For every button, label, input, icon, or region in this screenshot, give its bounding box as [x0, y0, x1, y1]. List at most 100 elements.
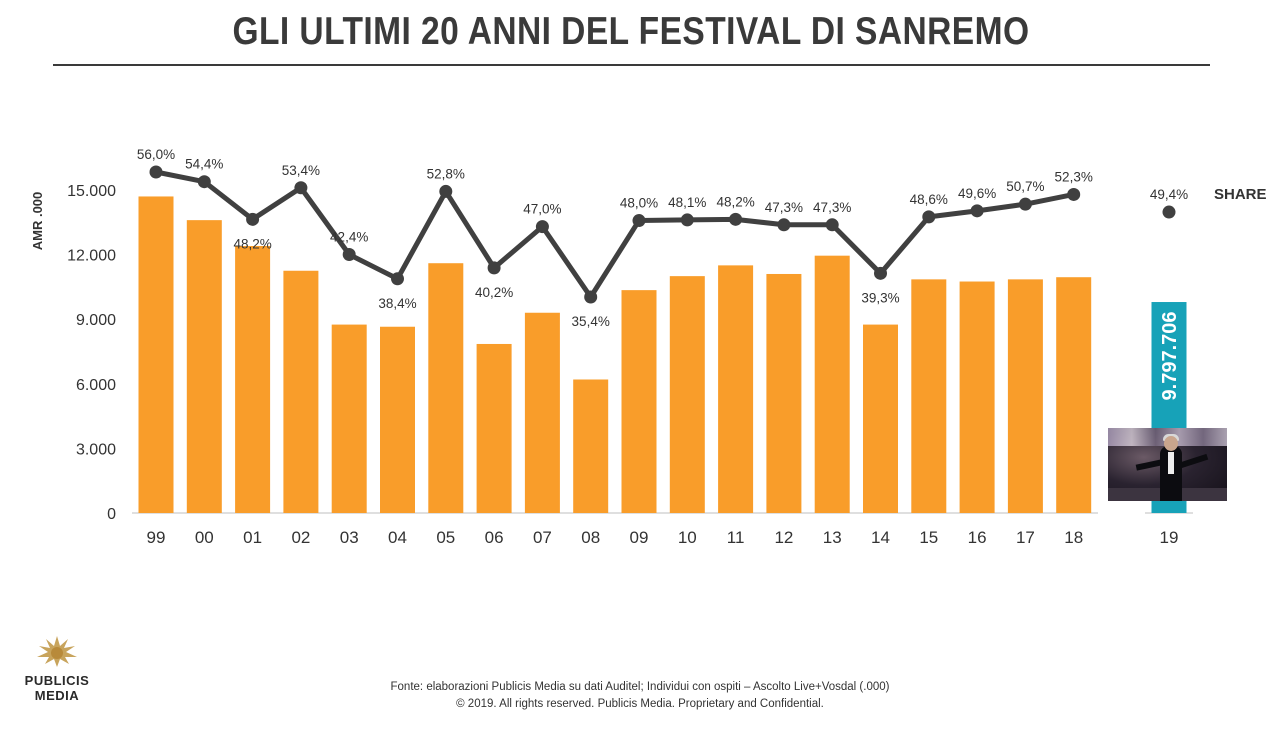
page-title: GLI ULTIMI 20 ANNI DEL FESTIVAL DI SANRE… [232, 10, 1030, 53]
share-label: 35,4% [572, 314, 610, 329]
bar-01 [235, 245, 271, 513]
share-label: 49,4% [1150, 187, 1188, 202]
bar-99 [138, 196, 174, 513]
share-point-11 [729, 212, 743, 226]
bar-11 [718, 265, 754, 513]
x-tick-label: 13 [823, 528, 842, 547]
bar-17 [1007, 279, 1043, 513]
share-point-03 [342, 248, 356, 262]
share-point-14 [874, 266, 887, 280]
bar-02 [283, 270, 319, 513]
source-note: Fonte: elaborazioni Publicis Media su da… [390, 681, 890, 693]
bar-16 [959, 281, 995, 513]
bar-2019-value-label: 9.797.706 [1159, 312, 1181, 401]
x-tick-label: 06 [485, 528, 504, 547]
share-label: 47,0% [523, 202, 561, 217]
share-point-16 [970, 204, 984, 218]
x-tick-label: 12 [774, 528, 793, 547]
bar-09 [621, 290, 657, 513]
bar-15 [911, 279, 947, 513]
x-tick-label: 09 [630, 528, 649, 547]
bar-18 [1056, 277, 1092, 513]
share-point-10 [680, 213, 694, 227]
bar-05 [428, 263, 464, 513]
share-point-19 [1162, 205, 1176, 219]
y-tick-label: 6.000 [76, 377, 116, 394]
share-label: 47,3% [813, 200, 851, 215]
share-point-12 [777, 218, 791, 232]
share-label: 38,4% [378, 296, 416, 311]
share-point-17 [1018, 197, 1032, 211]
title-divider [53, 64, 1210, 66]
share-label: 48,2% [233, 236, 271, 251]
x-tick-label: 07 [533, 528, 552, 547]
x-tick-label: 18 [1064, 528, 1083, 547]
y-tick-label: 3.000 [76, 441, 116, 458]
share-label: 52,8% [427, 166, 465, 181]
x-tick-label: 15 [919, 528, 938, 547]
share-point-02 [294, 181, 308, 195]
bar-14 [863, 324, 898, 513]
share-label: 53,4% [282, 163, 320, 178]
copyright-note: © 2019. All rights reserved. Publicis Me… [456, 698, 824, 710]
publicis-media-logo: PUBLICIS MEDIA [12, 630, 102, 703]
x-tick-label: 08 [581, 528, 600, 547]
share-point-05 [439, 184, 453, 198]
x-tick-label: 11 [727, 528, 745, 547]
share-point-99 [149, 165, 163, 179]
share-point-06 [487, 261, 501, 275]
bar-06 [476, 343, 512, 513]
share-point-08 [584, 290, 598, 304]
bar-03 [331, 324, 367, 513]
x-tick-label: 02 [291, 528, 310, 547]
bar-13 [814, 255, 850, 513]
share-label: 39,3% [861, 290, 899, 305]
share-point-04 [391, 272, 404, 286]
bar-00 [186, 220, 222, 513]
x-tick-label: 01 [243, 528, 262, 547]
share-point-18 [1067, 187, 1081, 201]
share-line [155, 169, 1075, 300]
x-tick-label: 16 [968, 528, 987, 547]
logo-line-2: MEDIA [34, 688, 80, 703]
bar-12 [766, 273, 802, 513]
bar-08 [573, 379, 609, 513]
y-tick-label: 12.000 [67, 248, 116, 265]
x-tick-label: 04 [388, 528, 407, 547]
y-tick-label: 0 [107, 506, 116, 523]
share-label: 48,1% [668, 195, 706, 210]
y-tick-label: 9.000 [76, 312, 116, 329]
share-point-09 [632, 214, 646, 228]
x-tick-label: 19 [1160, 528, 1179, 547]
footer: Fonte: elaborazioni Publicis Media su da… [280, 679, 1000, 713]
x-tick-label: 17 [1016, 528, 1035, 547]
y-tick-label: 15.000 [67, 183, 116, 200]
share-point-00 [197, 175, 211, 189]
share-legend-label: SHARE [1214, 186, 1267, 203]
y-axis-title: AMR .000 [30, 192, 45, 251]
share-point-15 [922, 210, 936, 224]
share-label: 54,4% [185, 157, 223, 172]
share-point-07 [535, 220, 549, 234]
x-tick-label: 03 [340, 528, 359, 547]
x-tick-label: 05 [436, 528, 455, 547]
share-label: 52,3% [1055, 169, 1093, 184]
share-label: 49,6% [958, 186, 996, 201]
lion-emblem-icon [37, 636, 77, 667]
share-label: 40,2% [475, 285, 513, 300]
share-label: 48,6% [910, 192, 948, 207]
bar-04 [380, 326, 415, 513]
share-label: 50,7% [1006, 179, 1044, 194]
share-point-13 [825, 218, 839, 232]
host-photo [1108, 428, 1227, 501]
x-tick-label: 14 [871, 528, 890, 547]
share-label: 47,3% [765, 200, 803, 215]
share-point-01 [246, 212, 260, 226]
bar-07 [524, 312, 560, 513]
x-tick-label: 00 [195, 528, 214, 547]
logo-line-1: PUBLICIS [24, 673, 90, 688]
x-tick-label: 99 [147, 528, 166, 547]
bar-10 [669, 276, 705, 513]
share-label: 42,4% [330, 230, 368, 245]
